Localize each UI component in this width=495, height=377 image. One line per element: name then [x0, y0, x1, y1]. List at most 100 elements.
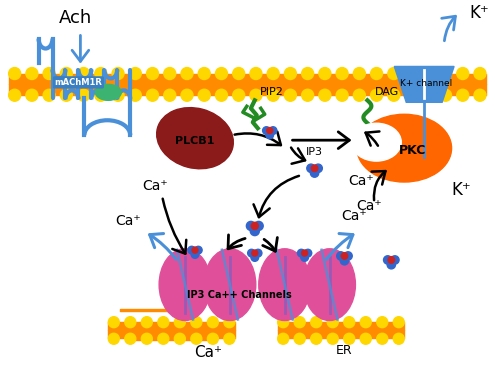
Circle shape — [327, 317, 338, 328]
Circle shape — [285, 67, 297, 80]
Text: K⁺: K⁺ — [451, 181, 471, 199]
Circle shape — [301, 89, 314, 101]
Circle shape — [78, 67, 90, 80]
Circle shape — [181, 67, 193, 80]
Circle shape — [224, 317, 235, 328]
Circle shape — [267, 127, 273, 133]
Circle shape — [147, 67, 158, 80]
Circle shape — [344, 333, 355, 344]
Text: Ach: Ach — [59, 9, 92, 27]
Circle shape — [233, 67, 245, 80]
Circle shape — [371, 89, 383, 101]
Circle shape — [327, 333, 338, 344]
Circle shape — [108, 317, 119, 328]
Circle shape — [360, 317, 371, 328]
Circle shape — [129, 89, 141, 101]
Text: PLCB1: PLCB1 — [175, 136, 215, 146]
Circle shape — [142, 333, 152, 344]
Text: PKC: PKC — [398, 144, 426, 156]
Circle shape — [457, 67, 469, 80]
Circle shape — [474, 89, 486, 101]
Circle shape — [158, 317, 169, 328]
Circle shape — [384, 256, 392, 264]
Circle shape — [43, 89, 55, 101]
Circle shape — [254, 221, 263, 230]
Circle shape — [371, 67, 383, 80]
Circle shape — [387, 261, 396, 269]
Circle shape — [394, 333, 404, 344]
Text: Ca⁺: Ca⁺ — [348, 174, 374, 188]
Circle shape — [215, 67, 227, 80]
Circle shape — [310, 169, 319, 177]
Circle shape — [192, 247, 198, 253]
Circle shape — [388, 89, 400, 101]
Circle shape — [164, 67, 176, 80]
Circle shape — [301, 254, 308, 261]
Circle shape — [319, 89, 331, 101]
Circle shape — [353, 89, 365, 101]
Text: K⁺: K⁺ — [469, 4, 489, 21]
Circle shape — [191, 251, 199, 258]
Text: K+ channel: K+ channel — [400, 80, 452, 89]
Polygon shape — [395, 66, 454, 102]
Circle shape — [344, 252, 352, 260]
Ellipse shape — [357, 114, 451, 182]
Text: Ca⁺: Ca⁺ — [356, 199, 382, 213]
Circle shape — [207, 317, 218, 328]
Circle shape — [297, 249, 305, 257]
Circle shape — [26, 67, 38, 80]
Circle shape — [250, 89, 262, 101]
Ellipse shape — [303, 249, 355, 320]
Circle shape — [207, 333, 218, 344]
Ellipse shape — [259, 249, 310, 320]
Circle shape — [440, 67, 451, 80]
Circle shape — [263, 127, 270, 134]
Circle shape — [195, 246, 202, 254]
Circle shape — [198, 67, 210, 80]
Circle shape — [422, 89, 434, 101]
Circle shape — [174, 317, 185, 328]
Circle shape — [112, 67, 124, 80]
Circle shape — [336, 67, 348, 80]
Circle shape — [353, 67, 365, 80]
Circle shape — [125, 317, 136, 328]
Circle shape — [174, 333, 185, 344]
Circle shape — [78, 89, 90, 101]
Circle shape — [250, 227, 259, 236]
Circle shape — [251, 254, 258, 261]
Circle shape — [267, 89, 279, 101]
Circle shape — [474, 67, 486, 80]
Circle shape — [164, 89, 176, 101]
Circle shape — [377, 333, 388, 344]
Text: DAG: DAG — [375, 87, 399, 97]
Circle shape — [304, 249, 312, 257]
Circle shape — [307, 164, 315, 172]
Circle shape — [9, 67, 21, 80]
Circle shape — [344, 317, 355, 328]
Circle shape — [224, 333, 235, 344]
Circle shape — [278, 317, 289, 328]
Ellipse shape — [159, 249, 211, 320]
Circle shape — [388, 257, 395, 263]
Ellipse shape — [96, 84, 121, 100]
Circle shape — [341, 253, 348, 259]
Text: Ca⁺: Ca⁺ — [115, 214, 141, 228]
Circle shape — [129, 67, 141, 80]
Circle shape — [457, 89, 469, 101]
Circle shape — [112, 89, 124, 101]
Circle shape — [43, 67, 55, 80]
Circle shape — [405, 89, 417, 101]
Circle shape — [301, 67, 314, 80]
Circle shape — [314, 164, 322, 172]
Circle shape — [336, 89, 348, 101]
Circle shape — [377, 317, 388, 328]
Circle shape — [95, 89, 107, 101]
Circle shape — [108, 333, 119, 344]
Text: Ca⁺: Ca⁺ — [143, 179, 168, 193]
Ellipse shape — [157, 107, 233, 169]
Circle shape — [9, 89, 21, 101]
Circle shape — [405, 67, 417, 80]
Circle shape — [247, 221, 255, 230]
Circle shape — [60, 89, 72, 101]
Circle shape — [340, 256, 348, 265]
